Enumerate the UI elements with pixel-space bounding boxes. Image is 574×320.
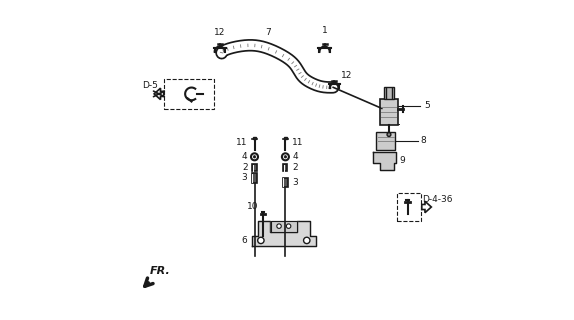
Text: 7: 7 — [265, 28, 271, 37]
Bar — [282, 178, 288, 187]
Bar — [380, 100, 398, 125]
Text: D-4-36: D-4-36 — [422, 196, 452, 204]
Text: 11: 11 — [236, 138, 247, 147]
Circle shape — [286, 224, 291, 228]
Text: 12: 12 — [214, 28, 226, 37]
Circle shape — [304, 237, 310, 244]
Polygon shape — [373, 152, 396, 170]
Text: 2: 2 — [242, 163, 247, 172]
Bar — [397, 194, 421, 220]
Bar — [284, 137, 287, 139]
Text: 11: 11 — [292, 138, 304, 147]
Text: 9: 9 — [400, 156, 405, 165]
Text: 12: 12 — [341, 71, 352, 80]
Text: FR.: FR. — [150, 266, 170, 276]
Text: D-5: D-5 — [142, 81, 158, 91]
Polygon shape — [252, 220, 316, 246]
Text: 4: 4 — [292, 152, 298, 161]
Circle shape — [284, 156, 286, 158]
Circle shape — [277, 224, 281, 228]
Text: 3: 3 — [292, 178, 298, 187]
Text: 4: 4 — [242, 152, 247, 161]
Bar — [164, 79, 214, 109]
Bar — [284, 164, 288, 171]
Text: 5: 5 — [424, 101, 429, 110]
Bar — [384, 87, 394, 100]
Text: 3: 3 — [242, 173, 247, 182]
Circle shape — [253, 156, 256, 158]
Text: 10: 10 — [247, 202, 258, 211]
Bar — [251, 173, 257, 183]
Bar — [253, 137, 256, 139]
Bar — [376, 132, 395, 150]
Circle shape — [387, 132, 391, 136]
Text: 1: 1 — [323, 27, 328, 36]
Polygon shape — [271, 220, 297, 232]
Bar — [253, 164, 257, 171]
Circle shape — [258, 237, 264, 244]
Text: 2: 2 — [292, 163, 298, 172]
Text: 6: 6 — [242, 236, 247, 245]
Text: 8: 8 — [421, 136, 426, 145]
